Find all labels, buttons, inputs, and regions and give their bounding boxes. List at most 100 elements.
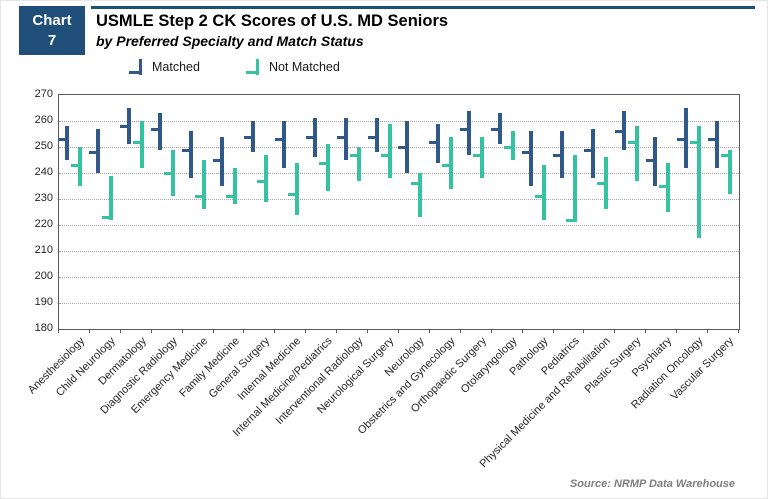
- legend-label-not-matched: Not Matched: [268, 60, 340, 74]
- matched-mid-tick: [213, 159, 224, 162]
- matched-mid-tick: [58, 138, 70, 142]
- matched-marker-icon: [129, 59, 142, 75]
- matched-mid-tick: [89, 151, 101, 155]
- not-matched-range-bar: [634, 126, 639, 181]
- matched-range-bar: [65, 126, 70, 160]
- matched-range-bar: [467, 110, 472, 155]
- gridline: [59, 251, 739, 252]
- x-axis-tick: [181, 329, 183, 333]
- legend-item-matched: Matched: [129, 59, 200, 75]
- not-matched-mid-tick: [720, 153, 732, 157]
- not-matched-mid-tick: [318, 161, 330, 165]
- y-axis-label: 210: [34, 244, 53, 256]
- matched-range-bar: [158, 113, 163, 150]
- y-axis-label: 250: [34, 140, 53, 152]
- not-matched-mid-tick: [442, 164, 454, 168]
- legend: Matched Not Matched: [129, 59, 340, 75]
- not-matched-range-bar: [387, 123, 392, 179]
- not-matched-range-bar: [233, 167, 237, 205]
- x-axis-tick: [243, 329, 245, 333]
- not-matched-mid-tick: [473, 153, 485, 157]
- legend-item-not-matched: Not Matched: [245, 59, 340, 75]
- matched-mid-tick: [182, 148, 194, 152]
- x-axis-tick: [676, 329, 678, 333]
- not-matched-range-bar: [727, 149, 732, 194]
- x-axis-tick: [88, 329, 90, 333]
- gridline: [59, 173, 739, 174]
- x-axis-tick: [398, 329, 399, 333]
- not-matched-mid-tick: [566, 218, 577, 222]
- x-axis-tick: [614, 329, 616, 333]
- x-axis-tick: [367, 329, 369, 333]
- x-axis-tick: [212, 329, 214, 333]
- y-axis-label: 220: [34, 218, 53, 230]
- not-matched-marker-icon: [245, 59, 259, 75]
- y-axis-label: 240: [34, 166, 53, 178]
- x-axis-tick: [336, 329, 338, 333]
- y-axis-label: 260: [34, 114, 53, 126]
- matched-mid-tick: [429, 140, 441, 144]
- not-matched-range-bar: [325, 144, 330, 192]
- header-rule: [91, 6, 755, 9]
- not-matched-mid-tick: [256, 179, 268, 183]
- y-axis-label: 270: [34, 88, 53, 100]
- x-axis-tick: [58, 329, 59, 333]
- matched-mid-tick: [151, 127, 163, 131]
- not-matched-range-bar: [202, 160, 207, 210]
- source-note: Source: NRMP Data Warehouse: [569, 478, 735, 490]
- matched-range-bar: [343, 118, 348, 160]
- matched-mid-tick: [522, 151, 534, 155]
- y-axis-label: 200: [34, 270, 53, 282]
- not-matched-mid-tick: [380, 153, 392, 157]
- x-axis-tick: [150, 329, 152, 333]
- not-matched-range-bar: [109, 175, 114, 220]
- matched-mid-tick: [367, 135, 379, 139]
- y-axis-label: 230: [34, 192, 53, 204]
- not-matched-range-bar: [418, 173, 423, 218]
- not-matched-range-bar: [294, 162, 299, 215]
- x-axis-tick: [552, 329, 554, 333]
- matched-mid-tick: [460, 127, 472, 131]
- matched-range-bar: [590, 128, 595, 179]
- x-axis-tick: [521, 329, 523, 333]
- not-matched-mid-tick: [102, 216, 114, 220]
- not-matched-mid-tick: [689, 140, 701, 144]
- x-axis-tick: [274, 329, 276, 333]
- not-matched-mid-tick: [71, 164, 83, 168]
- chart-number-badge: Chart 7: [19, 6, 85, 55]
- matched-mid-tick: [398, 146, 410, 149]
- x-axis-tick: [119, 329, 121, 333]
- y-axis-label: 180: [34, 322, 53, 334]
- matched-range-bar: [281, 121, 286, 168]
- x-axis-tick: [490, 329, 492, 333]
- not-matched-range-bar: [356, 147, 361, 181]
- x-axis-tick: [428, 329, 430, 333]
- not-matched-mid-tick: [596, 182, 608, 186]
- not-matched-mid-tick: [195, 195, 207, 199]
- not-matched-mid-tick: [535, 195, 547, 199]
- not-matched-range-bar: [480, 136, 485, 179]
- chart-badge-number: 7: [47, 32, 57, 49]
- not-matched-range-bar: [696, 126, 701, 238]
- matched-range-bar: [529, 131, 534, 186]
- not-matched-mid-tick: [349, 153, 361, 157]
- not-matched-mid-tick: [411, 182, 423, 186]
- not-matched-range-bar: [449, 136, 454, 189]
- x-axis-tick: [459, 329, 461, 333]
- not-matched-mid-tick: [658, 185, 670, 188]
- matched-range-bar: [189, 131, 194, 179]
- matched-mid-tick: [305, 135, 317, 139]
- not-matched-mid-tick: [133, 140, 145, 144]
- matched-range-bar: [374, 118, 379, 153]
- chart-badge-word: Chart: [32, 12, 72, 29]
- gridline: [59, 225, 739, 226]
- matched-mid-tick: [120, 125, 132, 129]
- not-matched-mid-tick: [504, 146, 516, 149]
- matched-mid-tick: [645, 159, 657, 162]
- matched-mid-tick: [583, 148, 595, 152]
- matched-mid-tick: [491, 127, 503, 131]
- not-matched-range-bar: [542, 165, 547, 220]
- not-matched-mid-tick: [627, 140, 639, 144]
- not-matched-range-bar: [511, 131, 516, 160]
